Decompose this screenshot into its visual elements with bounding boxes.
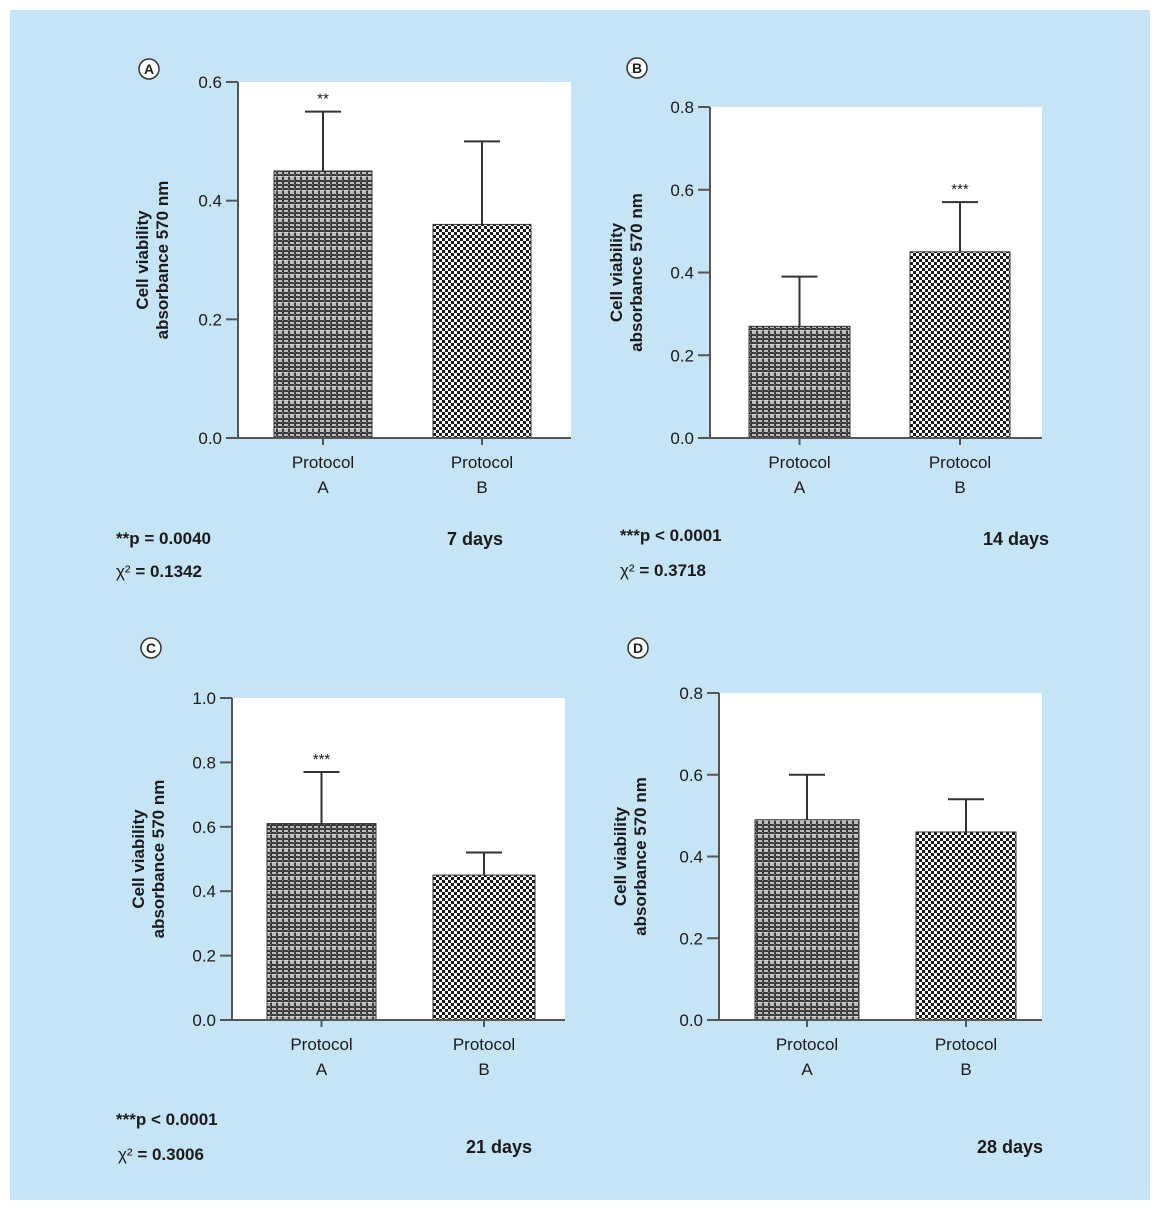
bar-protocol-a [748,325,851,439]
y-axis-label-line2: absorbance 570 nm [627,193,646,352]
category-label-letter: B [476,478,487,497]
panel-label: A [144,61,154,77]
stat-chi-square: χ² = 0.3718 [620,561,706,580]
panel-label-circle [627,637,649,659]
category-label-letter: A [317,478,329,497]
y-tick-label: 0.8 [670,98,694,117]
bar-protocol-b [432,874,536,1021]
y-tick-label: 0.2 [192,947,216,966]
stat-p-value: ***p < 0.0001 [116,1110,218,1129]
y-tick-label: 0.4 [198,192,222,211]
y-tick-label: 0.6 [670,181,694,200]
category-label: Protocol [776,1035,838,1054]
panel-d: D Protocol A Protocol B 0.0 0.2 0.4 0.6 0.8 Cell v… [611,637,1043,1157]
y-tick-label: 1.0 [192,689,216,708]
stat-chi-square: χ² = 0.3006 [118,1145,204,1164]
category-label: Protocol [451,453,513,472]
y-axis-label-line1: Cell viability [611,806,630,906]
y-tick-label: 0.6 [198,73,222,92]
stat-chi-square: χ² = 0.1342 [116,562,202,581]
y-tick-label: 0.2 [198,310,222,329]
y-tick-label: 0.4 [679,848,703,867]
y-tick-label: 0.6 [679,766,703,785]
y-axis-label-line2: absorbance 570 nm [631,777,650,936]
category-label: Protocol [929,453,991,472]
category-label-letter: A [801,1060,813,1079]
y-tick-label: 0.8 [679,684,703,703]
panel-a: A ** Protocol A Protocol B 0.0 0.2 0.4 0.6 Cell vi… [116,58,571,581]
significance-marker: ** [317,91,329,108]
duration-label: 14 days [983,529,1049,549]
y-tick-label: 0.2 [679,929,703,948]
y-tick-label: 0.0 [192,1011,216,1030]
category-label-letter: A [794,478,806,497]
y-tick-label: 0.6 [192,818,216,837]
duration-label: 7 days [447,529,503,549]
chart-svg: A ** Protocol A Protocol B 0.0 0.2 0.4 0.6 Cell vi… [116,57,1049,1164]
y-tick-label: 0.8 [192,753,216,772]
y-tick-label: 0.0 [679,1011,703,1030]
y-tick-label: 0.0 [670,429,694,448]
panel-label: B [632,60,642,76]
significance-marker: *** [313,751,331,768]
category-label: Protocol [453,1035,515,1054]
bar-protocol-a [266,823,377,1021]
bar-protocol-a [273,170,373,439]
category-label: Protocol [290,1035,352,1054]
duration-label: 21 days [466,1137,532,1157]
category-label: Protocol [292,453,354,472]
panel-label: C [146,640,156,656]
y-axis-label-line1: Cell viability [129,809,148,909]
panel-c: C *** Protocol A Protocol B 0.0 0.2 0.4 0.6 0.8 1.0… [116,637,565,1164]
y-tick-label: 0.0 [198,429,222,448]
y-axis-label-line1: Cell viability [607,222,626,322]
bar-protocol-b [915,831,1017,1021]
figure-background: A ** Protocol A Protocol B 0.0 0.2 0.4 0.6 Cell vi… [10,10,1150,1200]
category-label: Protocol [935,1035,997,1054]
category-label-letter: B [478,1060,489,1079]
y-axis-label-line1: Cell viability [133,210,152,310]
stat-p-value: **p = 0.0040 [116,529,211,548]
significance-marker: *** [951,181,969,198]
y-tick-label: 0.4 [192,882,216,901]
bar-protocol-a [754,819,860,1021]
bar-protocol-b [909,251,1011,439]
panel-b: B Protocol A *** Protocol B 0.0 0.2 0.4 0.6 0.8 Cel… [607,57,1049,580]
category-label-letter: B [960,1060,971,1079]
category-label-letter: A [316,1060,328,1079]
panel-label-circle [138,58,160,80]
panel-label: D [633,640,643,656]
duration-label: 28 days [977,1137,1043,1157]
panel-label-circle [626,57,648,79]
y-tick-label: 0.4 [670,264,694,283]
y-axis-label-line2: absorbance 570 nm [153,181,172,340]
panel-label-circle [140,637,162,659]
category-label-letter: B [954,478,965,497]
bar-protocol-b [432,223,532,439]
stat-p-value: ***p < 0.0001 [620,526,722,545]
category-label: Protocol [768,453,830,472]
y-axis-label-line2: absorbance 570 nm [149,780,168,939]
y-tick-label: 0.2 [670,346,694,365]
